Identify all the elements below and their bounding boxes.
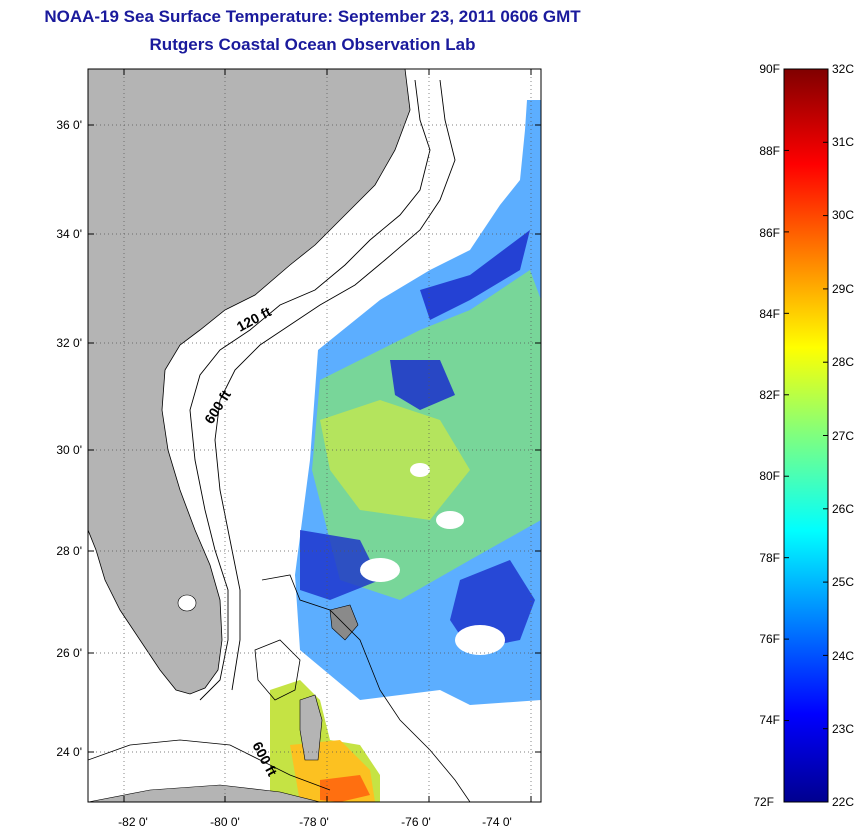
lon-tick-label: -80 0' [210,815,240,829]
land-andros [299,694,323,761]
colorbar-c-label: 22C [832,795,854,809]
lat-tick-label: 26 0' [56,646,82,660]
colorbar-f-label: 90F [759,62,780,76]
colorbar-c-label: 24C [832,649,854,663]
land-us-coast [88,69,411,695]
colorbar-f-label: 72F [753,795,774,809]
colorbar-c-label: 28C [832,355,854,369]
map-area: 120 ft 600 ft 600 ft [88,69,541,802]
lon-tick-label: -82 0' [118,815,148,829]
lat-tick-label: 34 0' [56,227,82,241]
lon-axis: -82 0' -80 0' -78 0' -76 0' -74 0' [118,69,532,829]
colorbar-c-label: 30C [832,208,854,222]
colorbar-f-label: 78F [759,551,780,565]
land-cuba [88,784,321,802]
colorbar-f-label: 82F [759,388,780,402]
lon-tick-label: -78 0' [299,815,329,829]
lat-tick-label: 28 0' [56,544,82,558]
colorbar-f-label: 86F [759,226,780,240]
lat-tick-label: 30 0' [56,443,82,457]
lon-tick-label: -76 0' [401,815,431,829]
lat-tick-label: 36 0' [56,118,82,132]
colorbar-f-label: 74F [759,713,780,727]
map-title: NOAA-19 Sea Surface Temperature: Septemb… [44,7,581,26]
colorbar-f-label: 76F [759,632,780,646]
contour-120ft [189,79,431,701]
colorbar-c-label: 25C [832,575,854,589]
colorbar-f-label: 80F [759,469,780,483]
contour-bahamas [261,574,471,802]
lake-okeechobee [177,594,197,612]
lat-tick-label: 32 0' [56,336,82,350]
colorbar-c-label: 29C [832,282,854,296]
colorbar-gradient [783,68,829,803]
colorbar-c-label: 32C [832,62,854,76]
lat-tick-label: 24 0' [56,745,82,759]
colorbar-c-label: 26C [832,502,854,516]
colorbar: 90F 88F 86F 84F 82F 80F 78F 76F 74F 72F … [753,62,854,809]
contour-cuba-shelf [88,739,331,791]
colorbar-f-label: 84F [759,307,780,321]
sst-overlay [270,100,541,802]
contour-bahamas-bank [254,639,301,701]
colorbar-c-label: 31C [832,135,854,149]
colorbar-c-label: 23C [832,722,854,736]
colorbar-f-label: 88F [759,144,780,158]
colorbar-c-label: 27C [832,429,854,443]
map-frame [87,68,542,803]
lon-tick-label: -74 0' [482,815,512,829]
map-subtitle: Rutgers Coastal Ocean Observation Lab [149,35,476,54]
contour-600ft [214,79,456,691]
lat-axis: 36 0' 34 0' 32 0' 30 0' 28 0' 26 0' 24 0… [56,118,541,759]
